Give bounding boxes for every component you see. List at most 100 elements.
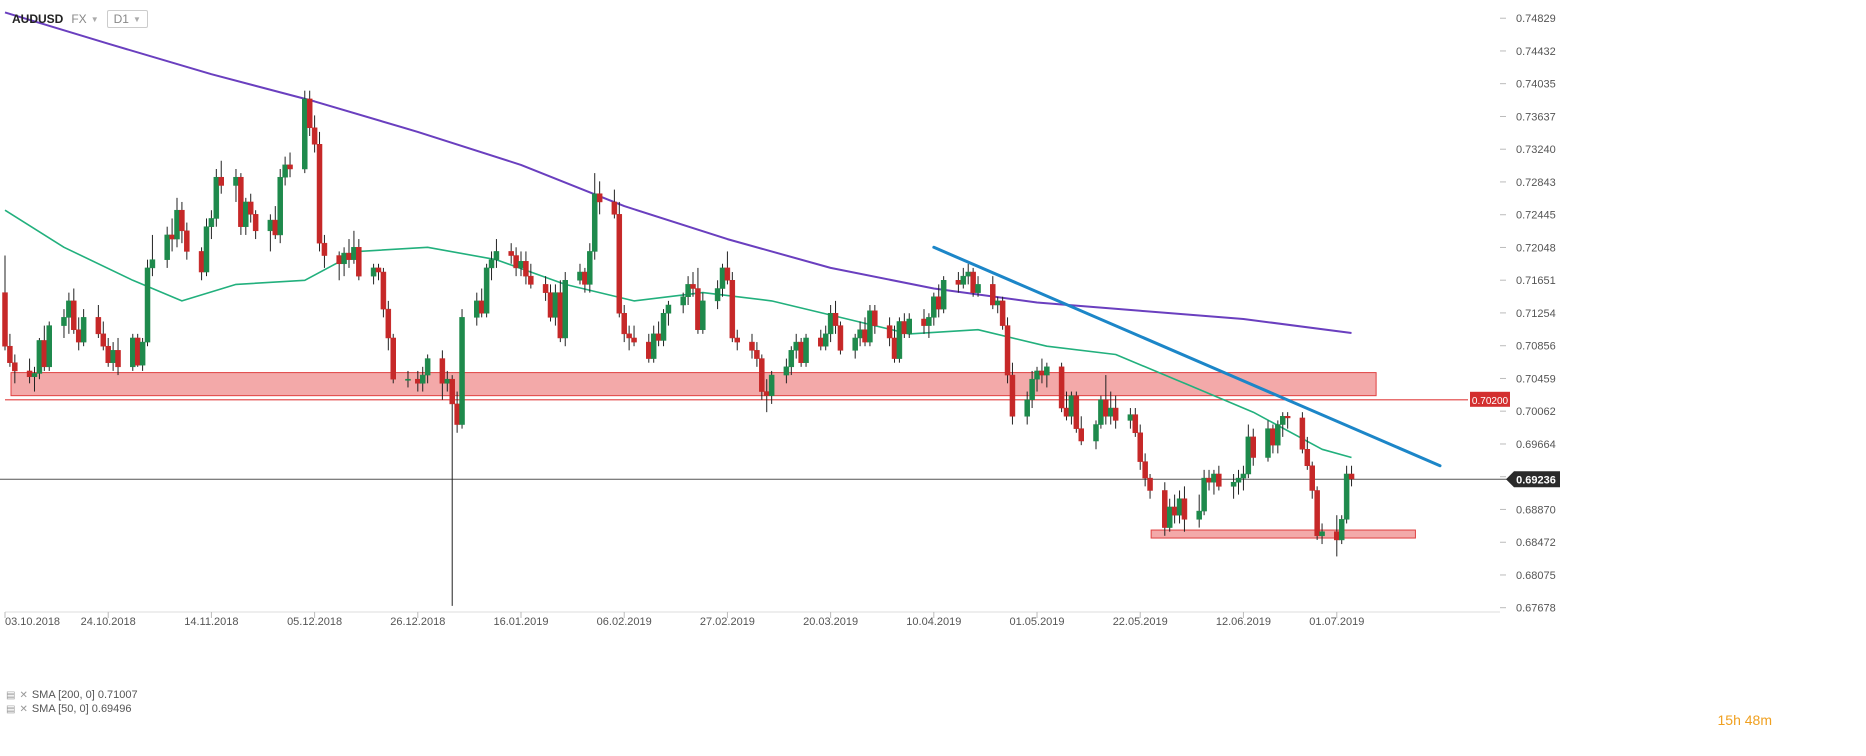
y-tick-label: 0.70459 [1516, 373, 1556, 385]
y-tick-label: 0.68870 [1516, 504, 1556, 516]
candle-down [990, 284, 996, 306]
candle-down [1147, 477, 1153, 491]
x-tick-label: 10.04.2019 [906, 616, 961, 628]
candle-down [478, 300, 485, 314]
candle-down [1181, 498, 1188, 520]
candle-down [1270, 428, 1276, 446]
candle-up [650, 333, 657, 359]
candle-down [886, 325, 893, 339]
candle-down [1137, 432, 1143, 462]
candle-down [547, 292, 554, 318]
indicator-sma50[interactable]: ▤ ✕ SMA [50, 0] 0.69496 [6, 702, 138, 716]
axis-layer: 0.74829 0.74432 0.74035 0.73637 0.73240 0.728… [4, 13, 1560, 628]
y-tick-label: 0.72843 [1516, 177, 1556, 189]
candle-up [144, 267, 151, 343]
x-tick-label: 06.02.2019 [597, 616, 652, 628]
indicator-legend: ▤ ✕ SMA [200, 0] 0.71007 ▤ ✕ SMA [50, 0]… [6, 688, 138, 716]
candle-down [375, 267, 382, 273]
chart-header: AUDUSD FX ▼ D1 ▼ [12, 10, 148, 28]
candle-up [233, 176, 239, 186]
candle-down [2, 292, 8, 347]
candle-down [1039, 370, 1045, 376]
candle-up [493, 251, 500, 260]
candle-up [768, 374, 775, 396]
candle-down [1073, 395, 1080, 429]
candle-down [1063, 407, 1070, 417]
level-price-tag [1470, 391, 1510, 407]
candle-up [896, 321, 903, 359]
candle-up [302, 98, 308, 170]
candle-up [1343, 473, 1350, 520]
candle-up [552, 292, 559, 318]
candle-up [1230, 481, 1237, 487]
candle-down [596, 193, 603, 203]
x-tick-label: 05.12.2018 [287, 616, 342, 628]
candle-down [690, 284, 696, 289]
candle-up [591, 193, 598, 252]
candle-down [1004, 325, 1011, 376]
y-tick-label: 0.70856 [1516, 341, 1556, 353]
candle-down [1078, 428, 1084, 442]
candle-down [321, 242, 328, 256]
candle-up [1240, 473, 1247, 479]
candle-down [626, 333, 632, 339]
candle-up [139, 341, 146, 366]
candle-down [542, 284, 549, 293]
indicator-sma200[interactable]: ▤ ✕ SMA [200, 0] 0.71007 [6, 688, 138, 702]
close-icon[interactable]: ✕ [19, 703, 28, 715]
level-price-tag-label: 0.70200 [1472, 396, 1509, 407]
candle-down [655, 333, 662, 341]
candle-up [31, 373, 38, 377]
candle-down [287, 164, 293, 170]
candle-down [508, 251, 514, 256]
candle-down [999, 300, 1006, 326]
candle-down [611, 201, 618, 215]
candle-down [754, 350, 760, 359]
candle-down [356, 247, 362, 277]
candle-down [921, 318, 927, 326]
candle-down [184, 230, 190, 252]
candle-up [80, 317, 87, 343]
candle-down [1314, 490, 1320, 537]
y-tick-label: 0.72048 [1516, 242, 1556, 254]
settings-icon[interactable]: ▤ [6, 689, 16, 701]
interval-label: D1 [113, 12, 129, 26]
candle-down [557, 292, 564, 339]
candle-down [95, 317, 102, 335]
candle-up [277, 176, 283, 236]
candle-up [975, 284, 981, 293]
candle-down [621, 312, 627, 335]
candle-down [454, 403, 460, 425]
candle-down [832, 312, 839, 326]
candle-down [901, 321, 908, 335]
candle-up [1044, 366, 1050, 376]
candle-up [424, 358, 431, 376]
x-tick-label: 27.02.2019 [700, 616, 755, 628]
settings-icon[interactable]: ▤ [6, 703, 16, 715]
candle-down [1171, 506, 1178, 516]
candle-up [149, 259, 156, 269]
candle-up [474, 300, 480, 318]
candle-up [1235, 477, 1242, 483]
candle-up [1024, 399, 1030, 417]
y-tick-label: 0.68075 [1516, 570, 1556, 582]
close-icon[interactable]: ✕ [19, 689, 28, 701]
interval-dropdown[interactable]: D1 ▼ [106, 10, 148, 28]
candle-down [26, 370, 33, 377]
candle-up [518, 261, 524, 269]
x-tick-label: 12.06.2019 [1216, 616, 1271, 628]
candle-down [100, 333, 107, 347]
candle-up [665, 304, 672, 314]
candle-up [488, 259, 495, 269]
candle-up [1029, 378, 1035, 401]
candle-down [115, 350, 121, 368]
market-dropdown[interactable]: FX ▼ [71, 12, 98, 26]
candle-down [631, 337, 637, 343]
candle-up [370, 267, 377, 277]
candle-down [198, 251, 205, 273]
candle-down [449, 378, 455, 405]
candle-down [12, 362, 18, 372]
candle-down [7, 345, 13, 363]
candle-down [528, 275, 534, 285]
